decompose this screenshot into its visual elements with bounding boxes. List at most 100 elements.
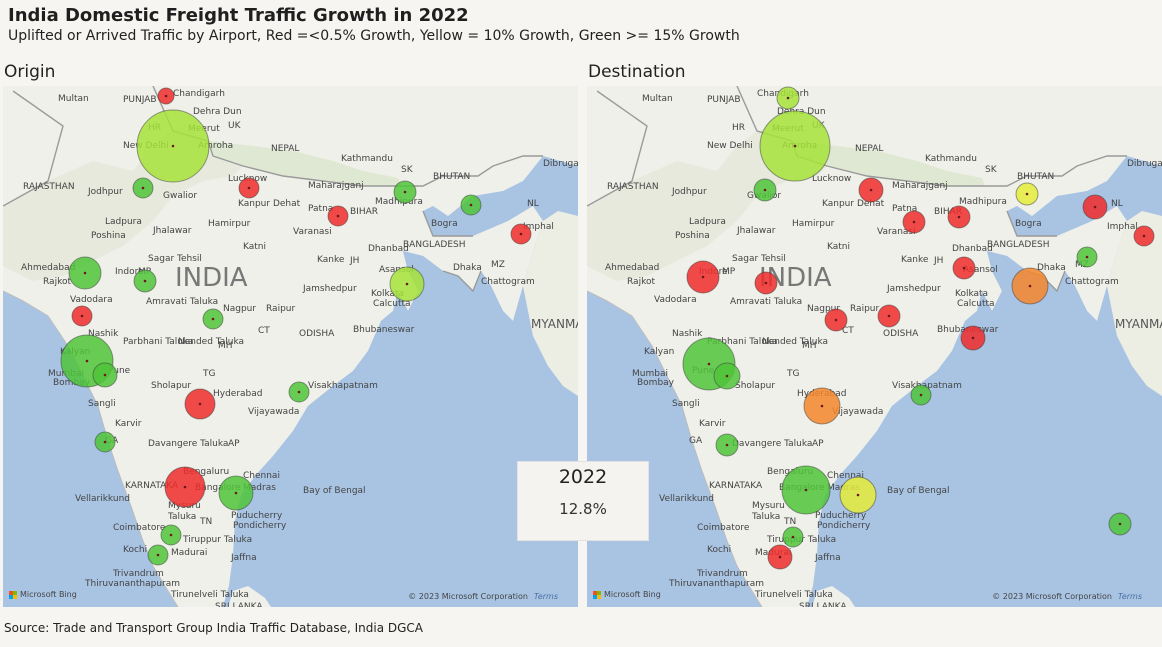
airport-dot (171, 144, 175, 148)
place-label: Vijayawada (832, 407, 883, 417)
place-label: Jaffna (230, 553, 257, 563)
place-label: ODISHA (299, 329, 335, 339)
airport-dot (786, 96, 790, 100)
place-label: BANGLADESH (987, 240, 1050, 250)
place-label: BIHAR (350, 207, 378, 217)
airport-dot (183, 485, 187, 489)
place-label: Puducherry (815, 511, 867, 521)
place-label: Katni (243, 242, 266, 252)
place-label: Dhaka (453, 263, 482, 273)
place-label: Vellarikkund (75, 494, 130, 504)
place-label: PUNJAB (123, 95, 157, 105)
border-line (1006, 210, 1057, 237)
place-label: Pondicherry (233, 521, 287, 531)
airport-dot (405, 282, 409, 286)
place-label: Vadodara (70, 295, 113, 305)
place-label: Asansol (963, 265, 998, 275)
place-label: TG (786, 369, 799, 379)
place-label: NEPAL (271, 144, 299, 154)
border-line (3, 90, 64, 207)
place-label: Kalyan (644, 347, 674, 357)
airport-dot (1118, 522, 1122, 526)
place-label: Ladpura (689, 217, 726, 227)
place-label: KARNATAKA (709, 481, 763, 491)
airport-dot (403, 190, 407, 194)
airport-dot (85, 359, 89, 363)
origin-panel-label: Origin (4, 62, 56, 82)
place-label: Kolkata (371, 289, 404, 299)
place-label: Amravati Taluka (730, 297, 802, 307)
place-label: Bengaluru (183, 467, 229, 477)
place-label: Jamshedpur (302, 284, 357, 294)
place-label: Taluka (751, 512, 780, 522)
place-label: Madhipura (375, 197, 423, 207)
place-label: Asansol (379, 265, 414, 275)
place-label: SRI LANKA (799, 602, 847, 607)
airport-dot (141, 186, 145, 190)
airport-dot (701, 275, 705, 279)
place-label: Karvir (699, 419, 726, 429)
place-label: Bay of Bengal (303, 486, 366, 496)
place-label: Nanded Taluka (178, 337, 244, 347)
place-label: Rajkot (627, 277, 655, 287)
place-label: Amravati Taluka (146, 297, 218, 307)
place-label: Kanpur Dehat (822, 199, 885, 209)
place-label: BANGLADESH (403, 240, 466, 250)
country-label-myanmar: MYANMAR (531, 317, 578, 331)
place-label: Trivandrum (696, 569, 748, 579)
place-label: Lucknow (812, 174, 851, 184)
place-label: Multan (58, 94, 89, 104)
destination-bubbles (682, 86, 1155, 570)
kpi-card: 2022 12.8% (517, 461, 649, 541)
airport-dot (143, 279, 147, 283)
airport-dot (820, 404, 824, 408)
airport-dot (336, 214, 340, 218)
place-label: Mysuru (752, 501, 785, 511)
bay-of-bengal-water (807, 251, 1162, 607)
sri-lanka-land (812, 586, 855, 607)
place-label: Pune (108, 366, 131, 376)
place-label: Hamirpur (208, 219, 251, 229)
airport-dot (80, 314, 84, 318)
place-label: Calcutta (957, 299, 995, 309)
place-label: Bogra (1015, 219, 1042, 229)
place-label: Nashik (88, 329, 119, 339)
place-label: Dhaka (1037, 263, 1066, 273)
place-label: Visakhapatnam (308, 381, 378, 391)
place-label: Patna (308, 204, 333, 214)
place-label: Chattogram (481, 277, 535, 287)
airport-dot (103, 440, 107, 444)
place-label: RAJASTHAN (607, 182, 659, 192)
place-label: PUNJAB (707, 95, 741, 105)
place-label: Jaffna (814, 553, 841, 563)
terms-link[interactable]: Terms (1117, 592, 1142, 601)
airport-dot (164, 94, 168, 98)
airport-dot (725, 374, 729, 378)
place-label: Dhanbad (952, 244, 993, 254)
place-label: Dibrugarh (543, 159, 578, 169)
place-label: Raipur (266, 304, 295, 314)
source-note: Source: Trade and Transport Group India … (4, 621, 424, 635)
place-label: Gwalior (163, 191, 197, 201)
place-label: Visakhapatnam (892, 381, 962, 391)
airport-dot (169, 533, 173, 537)
sri-lanka-land (228, 586, 271, 607)
place-label: Maharajganj (892, 181, 948, 191)
kpi-value: 12.8% (559, 500, 607, 518)
place-label: Imphal (1107, 222, 1138, 232)
place-label: TG (202, 369, 215, 379)
airport-dot (1025, 192, 1029, 196)
place-label: Nagpur (223, 304, 256, 314)
terms-link[interactable]: Terms (533, 592, 558, 601)
airport-dot (856, 493, 860, 497)
place-label: Vadodara (654, 295, 697, 305)
place-label: Bombay (637, 378, 675, 388)
place-label: Multan (642, 94, 673, 104)
place-label: Indore (115, 267, 144, 277)
page-subtitle: Uplifted or Arrived Traffic by Airport, … (8, 28, 740, 44)
